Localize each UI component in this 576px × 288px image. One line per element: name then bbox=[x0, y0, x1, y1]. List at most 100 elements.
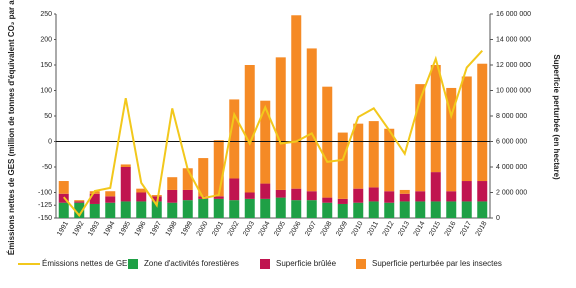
bar-segment bbox=[105, 202, 116, 218]
bar-segment bbox=[167, 202, 178, 218]
bar-segment bbox=[430, 201, 441, 218]
bar-segment bbox=[306, 48, 317, 192]
x-tick-label: 2005 bbox=[273, 220, 287, 237]
x-tick-label: 2001 bbox=[211, 220, 225, 237]
x-tick-label: 2007 bbox=[304, 220, 318, 237]
legend-label: Zone d'activités forestières bbox=[144, 259, 239, 268]
bar-segment bbox=[74, 200, 85, 202]
bar-segment bbox=[353, 188, 364, 203]
x-tick-label: 1995 bbox=[118, 220, 132, 237]
y2-tick-label: 14 000 000 bbox=[496, 36, 531, 43]
bar-segment bbox=[275, 197, 286, 218]
y-tick-label: -125 bbox=[38, 202, 52, 209]
bar-segment bbox=[446, 87, 457, 192]
x-tick-label: 2015 bbox=[428, 220, 442, 237]
bar-segment bbox=[229, 200, 240, 218]
line-series bbox=[62, 50, 483, 218]
bar-segment bbox=[89, 193, 100, 204]
y-axis-title: Émissions nettes de GES (million de tonn… bbox=[7, 0, 16, 255]
legend-swatch bbox=[128, 259, 138, 269]
bar-segment bbox=[384, 191, 395, 203]
y-tick-label: 0 bbox=[48, 138, 52, 145]
y-tick-label: -100 bbox=[38, 189, 52, 196]
y2-tick-label: 10 000 000 bbox=[496, 87, 531, 94]
y2-axis-title: Superficie perturbée (en hectare) bbox=[552, 54, 561, 180]
bar-segment bbox=[213, 196, 224, 199]
bar-segment bbox=[306, 191, 317, 201]
bar-segment bbox=[415, 201, 426, 218]
y2-tick-label: 2 000 000 bbox=[496, 189, 527, 196]
bar-segment bbox=[182, 200, 193, 218]
bar-segment bbox=[368, 121, 379, 188]
bar-segment bbox=[244, 192, 255, 199]
bar-segment bbox=[430, 65, 441, 173]
x-tick-label: 2008 bbox=[320, 220, 334, 237]
bar-segment bbox=[120, 167, 131, 202]
x-tick-label: 2004 bbox=[258, 220, 272, 237]
x-tick-label: 2009 bbox=[335, 220, 349, 237]
y-tick-label: 150 bbox=[40, 62, 52, 69]
y2-tick-label: 6 000 000 bbox=[496, 138, 527, 145]
y-tick-label: -150 bbox=[38, 215, 52, 222]
bar-segment bbox=[306, 200, 317, 218]
bar-segment bbox=[353, 202, 364, 218]
bar-segment bbox=[182, 189, 193, 201]
bar-segment bbox=[415, 191, 426, 202]
bar-segment bbox=[105, 191, 116, 197]
x-tick-label: 1993 bbox=[87, 220, 101, 237]
bar-segment bbox=[136, 201, 147, 218]
y2-tick-label: 4 000 000 bbox=[496, 164, 527, 171]
y-tick-label: 100 bbox=[40, 87, 52, 94]
x-tick-label: 1994 bbox=[103, 220, 117, 237]
bar-segment bbox=[461, 201, 472, 218]
bar-segment bbox=[291, 200, 302, 218]
bar-segment bbox=[384, 128, 395, 192]
bar-segment bbox=[244, 198, 255, 218]
x-tick-label: 1992 bbox=[72, 220, 86, 237]
x-tick-label: 2011 bbox=[366, 220, 380, 237]
x-tick-label: 2003 bbox=[242, 220, 256, 237]
bar-segment bbox=[368, 187, 379, 202]
x-tick-label: 2016 bbox=[444, 220, 458, 237]
bar-segment bbox=[446, 201, 457, 218]
bar-segment bbox=[213, 140, 224, 197]
bar-segment bbox=[198, 158, 209, 197]
bar-segment bbox=[337, 198, 348, 204]
bar-segment bbox=[260, 100, 271, 184]
bar-segment bbox=[260, 183, 271, 199]
bar-segment bbox=[291, 188, 302, 201]
bar-segment bbox=[58, 181, 69, 194]
bar-segment bbox=[384, 202, 395, 218]
x-tick-label: 2018 bbox=[475, 220, 489, 237]
bar-segment bbox=[244, 65, 255, 193]
bar-segment bbox=[368, 201, 379, 218]
y-tick-label: 50 bbox=[44, 113, 52, 120]
x-tick-label: 2002 bbox=[227, 220, 241, 237]
bar-segment bbox=[353, 123, 364, 189]
bar-segment bbox=[337, 203, 348, 218]
bar-segment bbox=[167, 177, 178, 190]
x-tick-label: 2010 bbox=[351, 220, 365, 237]
bar-segment bbox=[399, 193, 410, 202]
x-tick-label: 2017 bbox=[459, 220, 473, 237]
x-tick-label: 2014 bbox=[413, 220, 427, 237]
legend-label: Superficie perturbée par les insectes bbox=[372, 259, 502, 268]
x-tick-label: 2012 bbox=[382, 220, 396, 237]
bar-segment bbox=[477, 63, 488, 182]
bar-segment bbox=[322, 197, 333, 203]
bar-segment bbox=[477, 181, 488, 202]
bar-segment bbox=[275, 189, 286, 198]
bar-segment bbox=[477, 201, 488, 218]
bar-segment bbox=[399, 201, 410, 218]
y2-tick-label: 0 bbox=[496, 215, 500, 222]
bar-segment bbox=[151, 196, 162, 202]
bar-segment bbox=[136, 192, 147, 202]
bar-segment bbox=[74, 201, 85, 203]
x-tick-label: 1996 bbox=[134, 220, 148, 237]
bar-segment bbox=[89, 203, 100, 218]
x-tick-label: 2000 bbox=[196, 220, 210, 237]
bar-segment bbox=[105, 196, 116, 203]
bar-segment bbox=[415, 84, 426, 192]
bar-segment bbox=[291, 15, 302, 189]
